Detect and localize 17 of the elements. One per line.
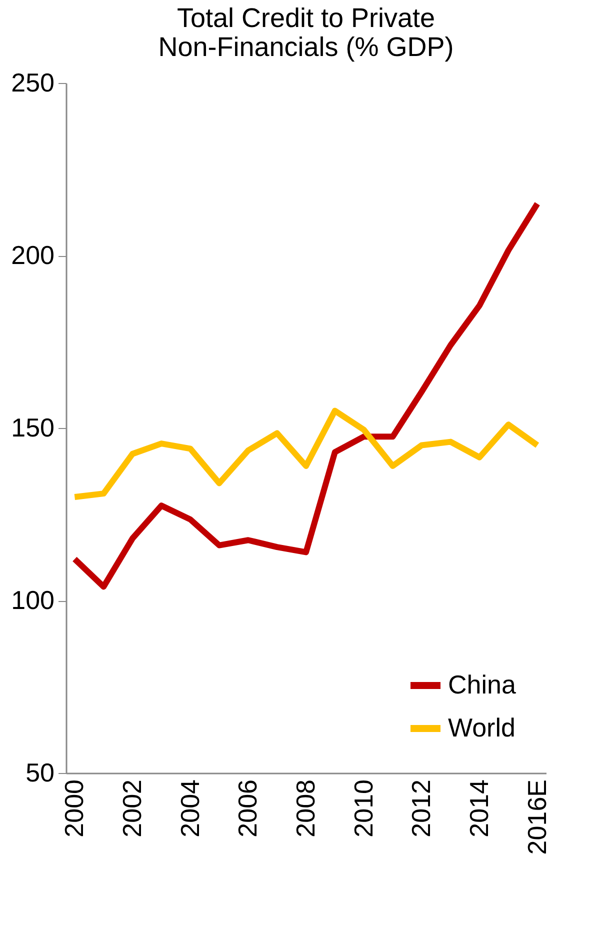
x-tick-label: 2006 [232,780,263,838]
legend-label: World [448,712,516,742]
x-tick-label: 2010 [348,780,378,838]
y-tick-label: 100 [11,585,54,615]
x-tick-label: 2002 [117,780,148,838]
y-tick-label: 150 [11,412,54,442]
chart-title: Total Credit to Private Non-Financials (% GDP) [158,3,454,62]
x-tick-label: 2012 [406,780,436,838]
y-tick-label: 200 [11,240,54,270]
x-tick-label: 2000 [59,780,90,838]
x-tick-label: 2004 [174,780,205,838]
x-tick-label: 2016E [522,780,552,855]
y-tick-label: 50 [26,758,54,788]
x-tick-label: 2014 [464,780,494,838]
y-tick-label: 250 [11,68,54,98]
x-tick-label: 2008 [290,780,320,838]
legend-label: China [448,670,516,700]
